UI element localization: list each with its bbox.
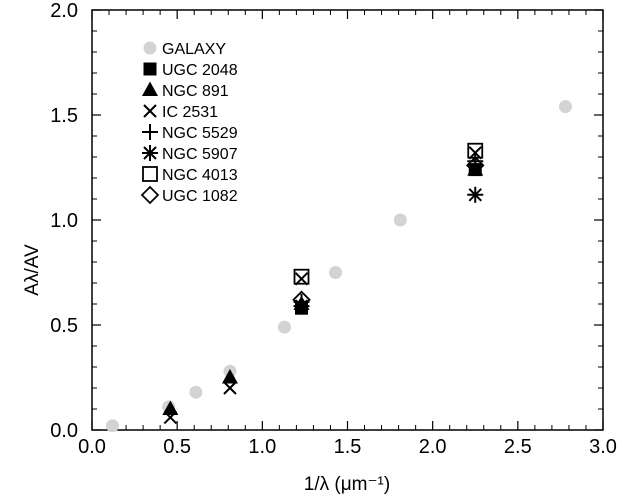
data-point-ngc-4013: [293, 268, 310, 285]
axis-ticks: [91, 9, 604, 431]
data-point-ngc-5907: [293, 298, 310, 315]
legend-label-ngc-5529: NGC 5529: [162, 125, 238, 142]
x-tick-label: 3.0: [589, 436, 617, 458]
data-point-galaxy: [105, 419, 119, 433]
legend-label-ugc-2048: UGC 2048: [162, 62, 238, 79]
x-tick-label: 0.0: [78, 436, 106, 458]
y-tick-label: 1.5: [50, 105, 78, 127]
data-point-ic-2531: [294, 272, 309, 286]
x-tick-label: 1.0: [248, 436, 276, 458]
tick-labels: 0.0 0.5 1.0 1.5 2.0 2.5 3.0 0.0 0.5 1.0 1.5 2.0: [50, 0, 617, 458]
y-tick-label: 0.0: [50, 420, 78, 442]
legend-marker-ugc-1082: [140, 185, 160, 205]
data-points: [105, 100, 573, 433]
y-tick-label: 2.0: [50, 0, 78, 22]
data-point-galaxy: [559, 100, 573, 114]
data-point-galaxy: [329, 266, 343, 279]
data-point-ngc-5529: [467, 153, 484, 170]
data-point-ugc-1082: [465, 156, 485, 175]
legend-marker-ugc-2048: [143, 62, 157, 76]
y-tick-label: 0.5: [50, 315, 78, 337]
x-tick-label: 2.5: [504, 436, 532, 458]
x-tick-label: 2.0: [419, 436, 447, 458]
data-point-ugc-1082: [292, 290, 311, 310]
legend-label-ngc-5907: NGC 5907: [162, 146, 238, 163]
legend: GALAXY UGC 2048 NGC 891 IC 2531 NGC 5529 NGC …: [140, 41, 238, 205]
legend-marker-ngc-5529: [142, 124, 158, 140]
legend-label-ic-2531: IC 2531: [162, 104, 218, 121]
x-tick-label: 0.5: [163, 436, 191, 458]
legend-marker-ngc-5907: [142, 145, 158, 161]
legend-marker-galaxy: [143, 41, 157, 55]
y-tick-label: 1.0: [50, 210, 78, 232]
data-point-galaxy: [189, 385, 203, 399]
data-point-ic-2531: [163, 410, 178, 425]
legend-label-galaxy: GALAXY: [162, 41, 226, 58]
legend-marker-ngc-4013: [142, 166, 158, 182]
data-point-galaxy: [277, 320, 291, 334]
data-point-galaxy: [393, 213, 407, 227]
legend-marker-ngc-891: [142, 81, 158, 96]
x-axis-label: 1/λ (μm⁻¹): [304, 474, 390, 495]
data-point-ngc-891: [221, 369, 238, 384]
legend-label-ugc-1082: UGC 1082: [162, 188, 238, 205]
x-tick-label: 1.5: [334, 436, 362, 458]
legend-label-ngc-891: NGC 891: [162, 83, 229, 100]
legend-marker-ic-2531: [143, 104, 157, 118]
data-point-ngc-891: [162, 400, 179, 415]
y-axis-label: Aλ/AV: [22, 244, 43, 296]
legend-label-ngc-4013: NGC 4013: [162, 167, 238, 184]
data-point-ic-2531: [223, 381, 237, 395]
data-point-ngc-5907: [467, 186, 484, 203]
